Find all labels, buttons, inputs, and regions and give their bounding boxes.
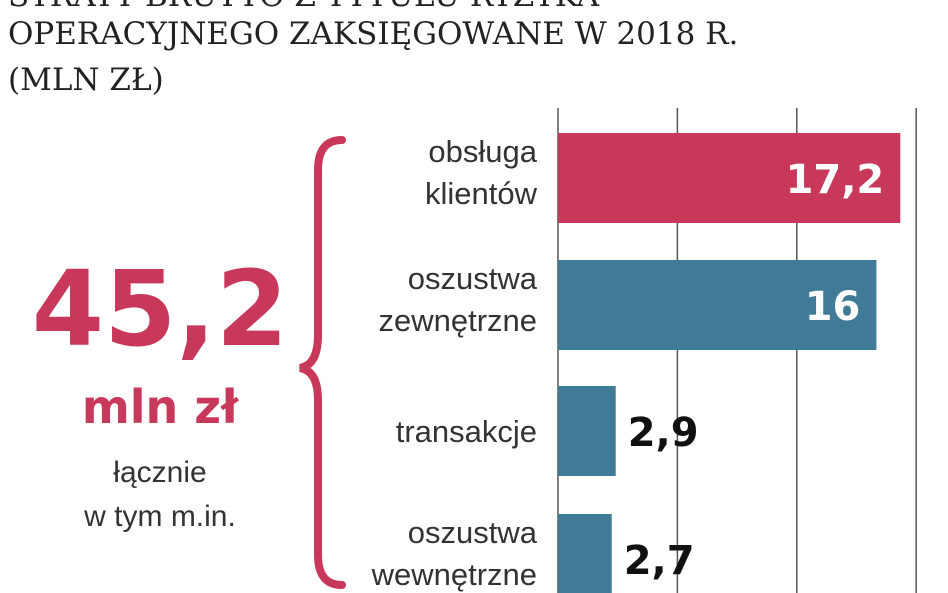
note: łącznie [113,456,206,489]
chart-title: OPERACYJNEGO ZAKSIĘGOWANE W 2018 R. [8,16,738,52]
brace [298,136,346,589]
total: 45,2 [32,248,289,370]
category-label: transakcje [396,414,537,449]
note: w tym m.in. [83,500,236,533]
bar [558,514,612,593]
value-label: 2,9 [628,410,699,456]
value-label: 2,7 [624,538,695,584]
bar [558,133,901,223]
category-label: obsługa klientów [425,134,538,211]
total-unit: mln zł [82,380,239,434]
value-label: 17,2 [786,157,885,203]
category-label: oszustwa wewnętrzne [371,515,538,592]
chart-title: (MLN ZŁ) [8,62,164,98]
bar [558,386,616,476]
value-label: 16 [805,284,861,330]
category-label: oszustwa zewnętrzne [378,261,537,338]
chart-title: STRATY BRUTTO Z TYTUŁU RYZYKA [8,0,600,14]
bar [558,260,877,350]
